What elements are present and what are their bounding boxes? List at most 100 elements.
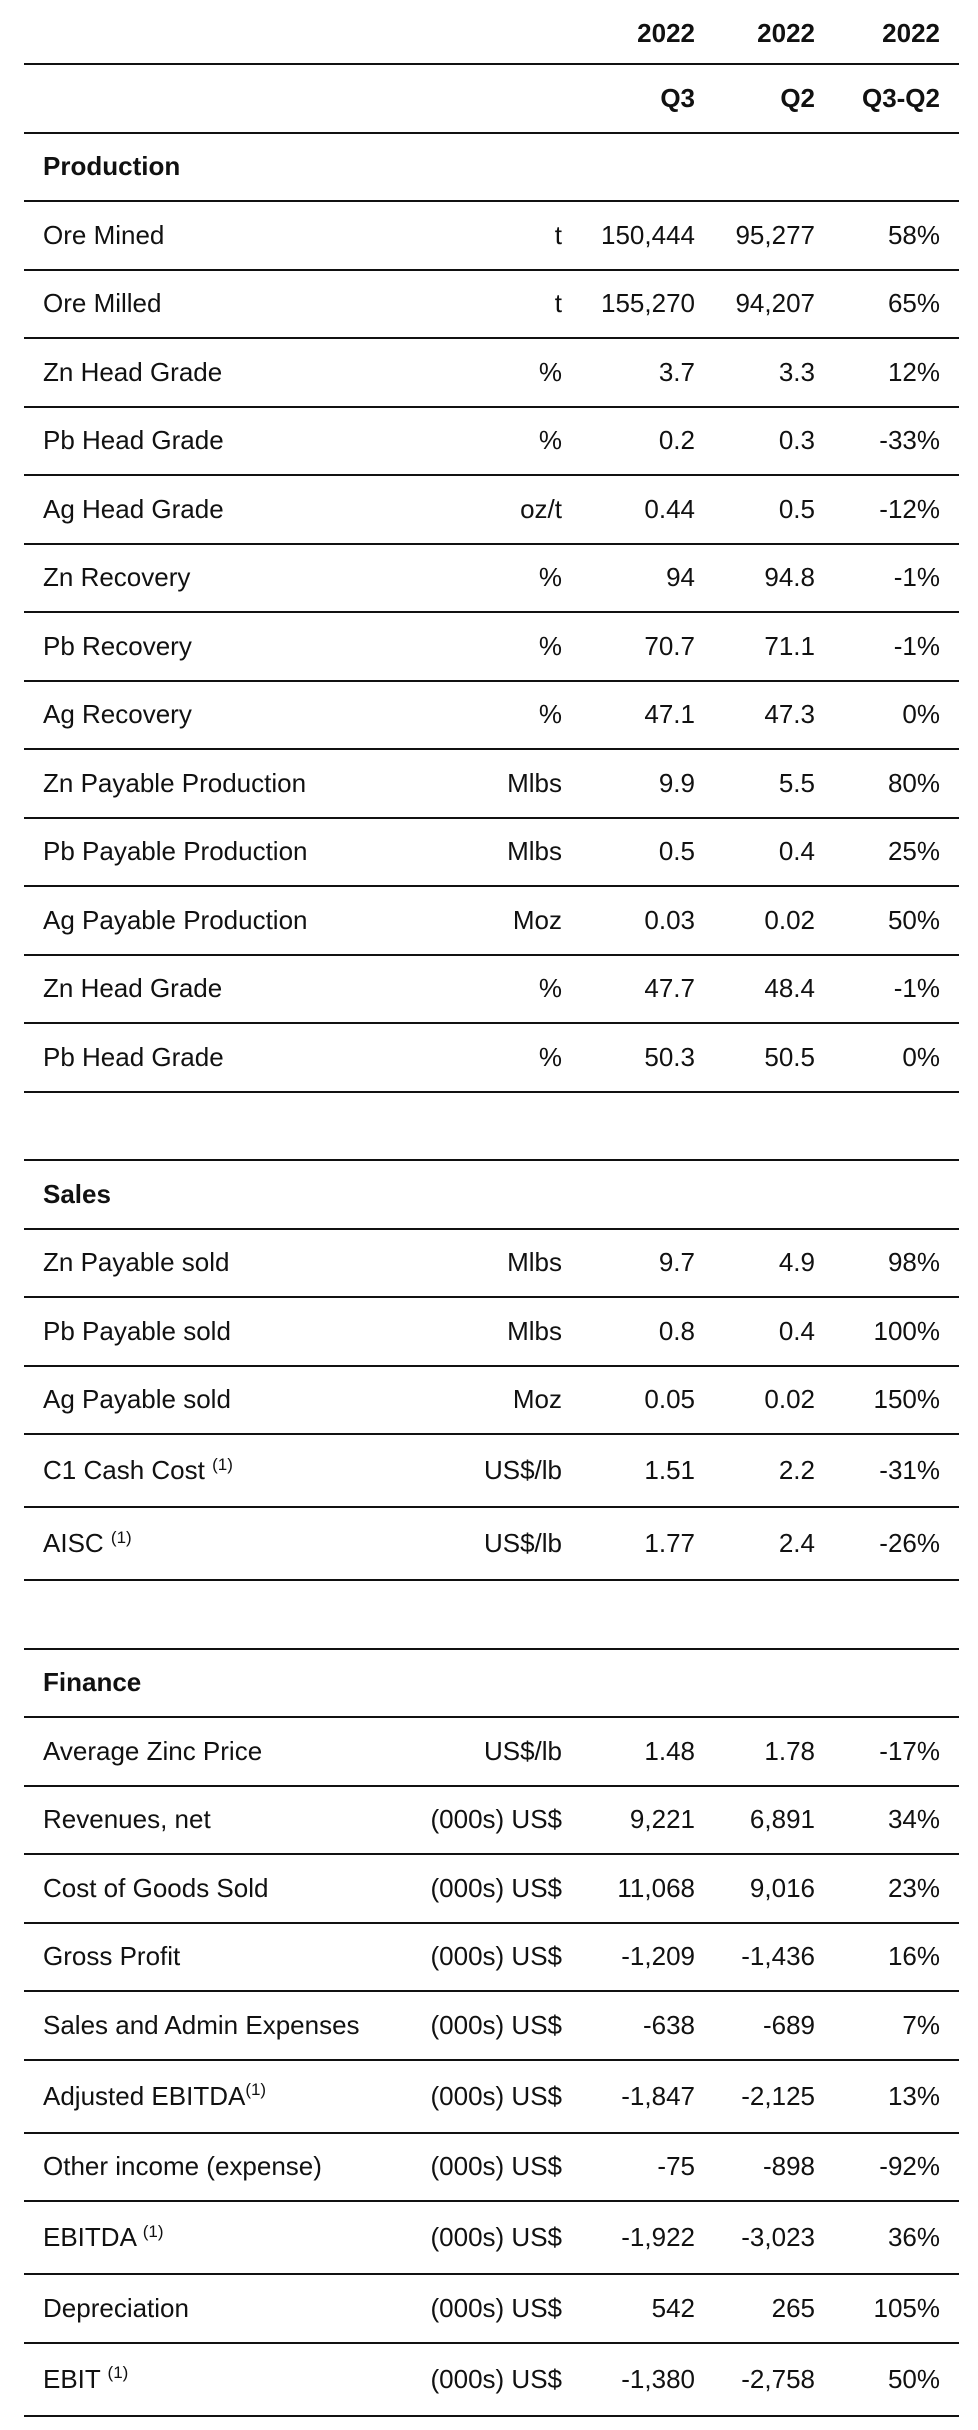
row-value-q2: 0.5	[778, 493, 815, 524]
row-label-text: Ag Head Grade	[43, 493, 224, 524]
row-label: Sales and Admin Expenses	[43, 1992, 360, 2059]
row-value-q3: 0.2	[658, 425, 695, 456]
row-value-q2: 5.5	[778, 767, 815, 798]
row-unit: %	[538, 425, 562, 456]
row-value-q2: 3.3	[778, 356, 815, 387]
row-value-q2: 94.8	[764, 562, 815, 593]
row-label: Zn Payable sold	[43, 1230, 229, 1297]
row-change: -1%	[893, 630, 940, 661]
table-row: Zn Head Grade% 47.7 48.4 -1%	[24, 956, 959, 1024]
row-value-q3: 1.48	[644, 1735, 695, 1766]
row-value-q2: -2,125	[741, 2080, 815, 2111]
table-row: Pb Head Grade% 0.2 0.3 -33%	[24, 408, 959, 476]
row-value-q3: 3.7	[658, 356, 695, 387]
row-unit: %	[538, 630, 562, 661]
row-value-q3: 47.7	[644, 973, 695, 1004]
row-value-q3: 11,068	[617, 1872, 695, 1903]
row-unit: Mlbs	[507, 1247, 562, 1278]
row-unit: t	[554, 288, 562, 319]
row-value-q3: 0.44	[644, 493, 695, 524]
row-value-q3: 47.1	[644, 699, 695, 730]
row-change: 36%	[887, 2222, 940, 2252]
table-row: Ag Head Grade oz/t 0.44 0.5 -12%	[24, 476, 959, 545]
row-label: Zn Head Grade	[43, 339, 222, 406]
table-row: Pb Payable Production Mlbs 0.5 0.4 25%	[24, 819, 959, 887]
row-value-q2: 2.2	[778, 1455, 815, 1485]
row-value-q2: 4.9	[778, 1247, 815, 1278]
row-unit: US$/lb	[483, 1735, 562, 1766]
row-label-text: Ag Payable sold	[43, 1384, 231, 1415]
row-label-text: Ag Recovery	[43, 699, 192, 730]
header-period-q2: Q2	[780, 82, 815, 113]
row-label: Pb Payable Production	[43, 819, 308, 886]
row-unit: US$/lb	[483, 1455, 562, 1485]
row-value-q3: 0.8	[658, 1315, 695, 1346]
row-unit: oz/t	[520, 493, 562, 524]
row-change: 0%	[902, 1041, 940, 1072]
row-change: 34%	[887, 1804, 940, 1835]
footnote-marker: (1)	[142, 2221, 164, 2241]
row-label-text: Pb Payable Production	[43, 836, 308, 867]
section-header-production: Production	[24, 134, 959, 202]
row-change: -1%	[893, 562, 940, 593]
section-header-sales: Sales	[24, 1161, 959, 1230]
row-value-q3: 1.51	[644, 1455, 695, 1485]
row-label: Pb Head Grade	[43, 408, 224, 475]
row-change: -12%	[879, 493, 940, 524]
row-unit: %	[538, 699, 562, 730]
header-period-change: Q3-Q2	[861, 82, 940, 113]
row-unit: %	[538, 973, 562, 1004]
table-row: Ore Milled t 155,270 94,207 65%	[24, 271, 959, 339]
row-label: Ore Mined	[43, 202, 164, 269]
row-label-text: Pb Head Grade	[43, 1041, 224, 1072]
footnote-marker: (1)	[245, 2080, 267, 2099]
row-change: 25%	[887, 836, 940, 867]
row-value-q3: 9,221	[629, 1804, 695, 1835]
row-label-text: Pb Head Grade	[43, 425, 224, 456]
row-unit: t	[554, 219, 562, 250]
table-row: Pb Recovery% 70.7 71.1 -1%	[24, 613, 959, 682]
row-unit: Moz	[512, 904, 562, 935]
table-row: Zn Payable Production Mlbs 9.9 5.5 80%	[24, 750, 959, 819]
row-change: 105%	[873, 2292, 941, 2323]
row-value-q2: 94,207	[735, 288, 815, 319]
table-row: EBITDA (1) (000s) US$ -1,922 -3,023 36%	[24, 2202, 959, 2275]
row-label: EBITDA (1)	[43, 2202, 163, 2273]
row-label-text: Average Zinc Price	[43, 1735, 263, 1766]
row-value-q2: 2.4	[778, 1528, 815, 1558]
row-value-q2: 48.4	[764, 973, 815, 1004]
row-unit: %	[538, 562, 562, 593]
section-header-finance: Finance	[24, 1650, 959, 1718]
row-value-q2: 50.5	[764, 1041, 815, 1072]
row-label-text: Zn Head Grade	[43, 356, 223, 387]
row-value-q3: 0.03	[644, 904, 695, 935]
row-value-q3: 150,444	[601, 219, 695, 250]
table-row: Average Zinc Price US$/lb 1.48 1.78 -17%	[24, 1718, 959, 1787]
row-label-text: Zn Head Grade	[43, 973, 223, 1004]
row-label: Ag Recovery	[43, 682, 192, 749]
row-unit: (000s) US$	[430, 2292, 563, 2323]
row-label: Cost of Goods Sold	[43, 1855, 268, 1922]
table-row: Zn Payable sold Mlbs 9.7 4.9 98%	[24, 1230, 959, 1298]
row-value-q3: 1.77	[644, 1528, 695, 1558]
row-label-text: EBIT	[43, 2363, 108, 2394]
row-change: 12%	[887, 356, 940, 387]
table-row: Cost of Goods Sold (000s) US$ 11,068 9,016 2…	[24, 1855, 959, 1924]
table-row: Ore Mined t 150,444 95,277 58%	[24, 202, 959, 271]
row-value-q2: 0.4	[778, 1315, 815, 1346]
table-row: Other income (expense) (000s) US$ -75 -898 -…	[24, 2134, 959, 2202]
row-value-q2: 71.1	[764, 630, 815, 661]
table-row: Adjusted EBITDA (1) (000s) US$ -1,847 -2,125…	[24, 2061, 959, 2134]
row-value-q2: -689	[762, 2009, 815, 2040]
row-unit: %	[538, 1041, 562, 1072]
row-change: 50%	[887, 904, 940, 935]
financial-table: 2022 2022 2022 Q3 Q2 Q3-Q2 Production Ore Mined…	[24, 0, 959, 2417]
row-value-q3: 94	[666, 562, 695, 593]
row-label: Ag Payable sold	[43, 1367, 231, 1434]
row-label: Revenues, net	[43, 1787, 211, 1854]
row-value-q3: -1,847	[621, 2080, 695, 2111]
row-label-text: Ag Payable Production	[43, 904, 308, 935]
header-year-row: 2022 2022 2022	[24, 0, 959, 65]
row-label-text: Cost of Goods Sold	[43, 1872, 269, 1903]
row-label: C1 Cash Cost (1)	[43, 1435, 233, 1506]
